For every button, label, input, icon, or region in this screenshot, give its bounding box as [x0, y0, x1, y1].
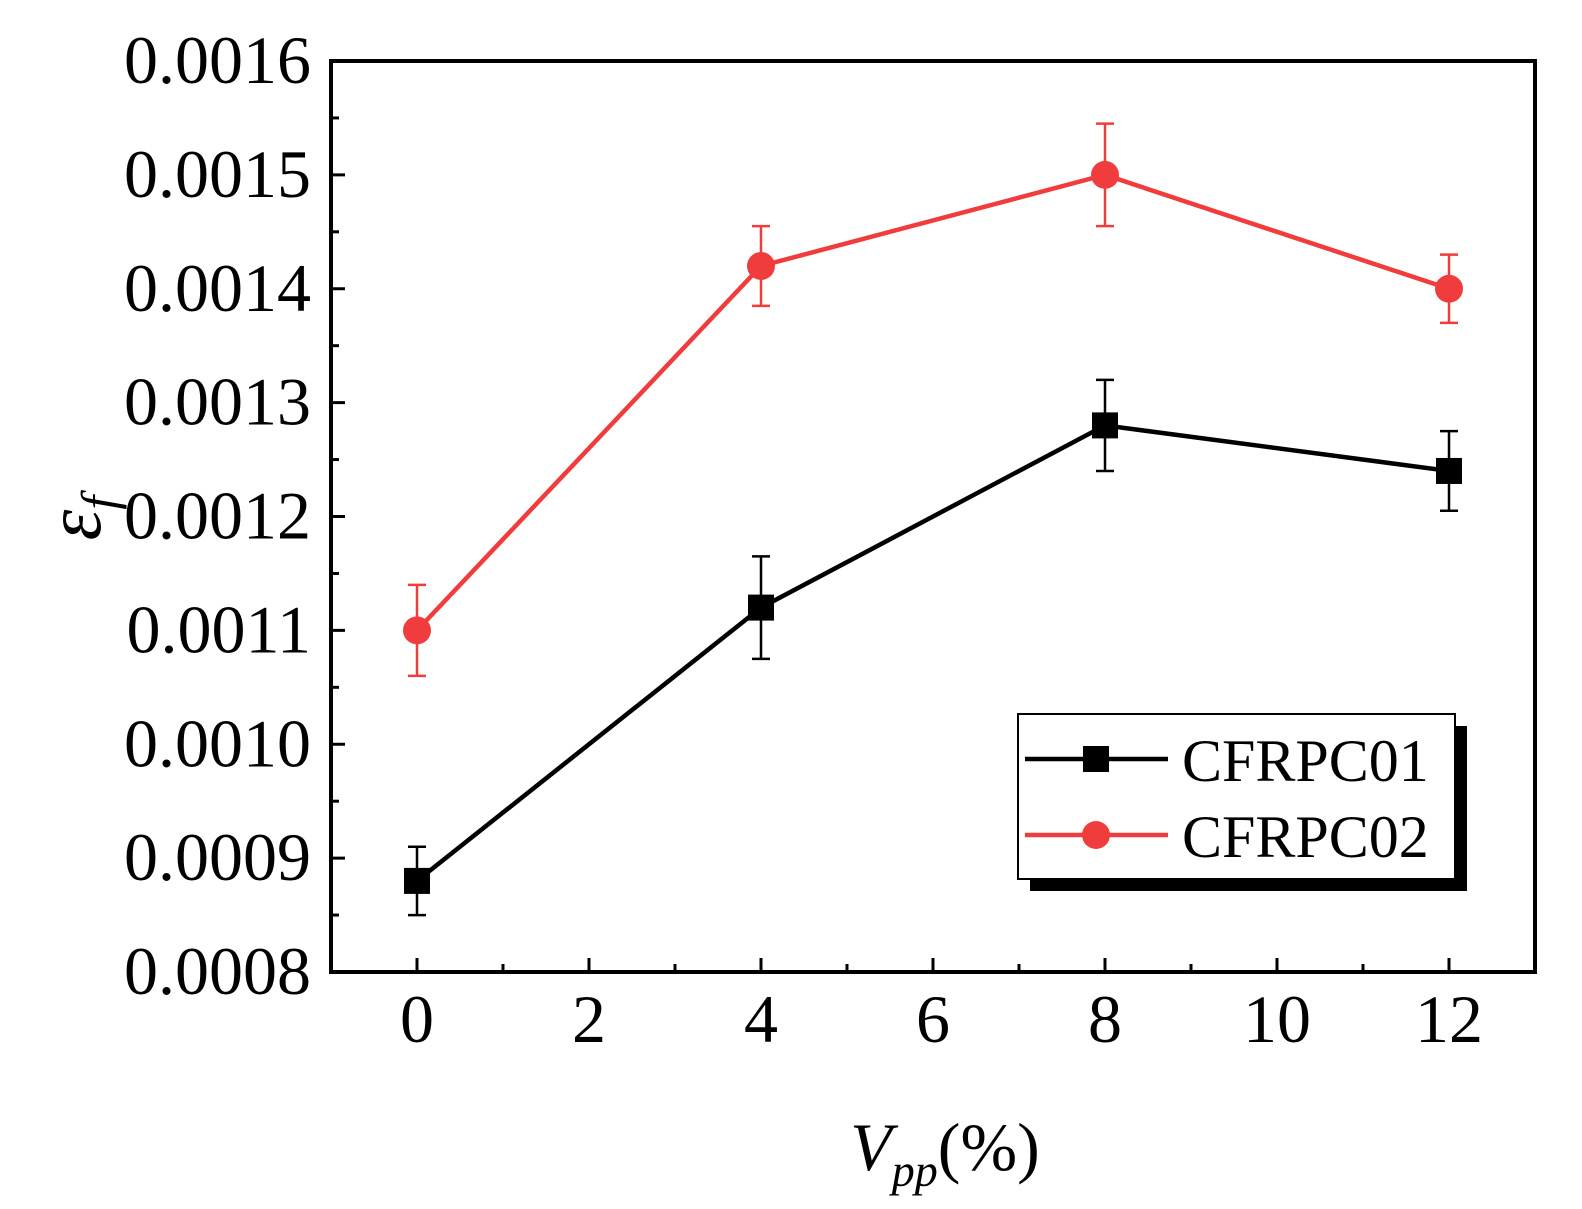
y-tick-label: 0.0011 — [127, 591, 311, 667]
y-tick-label: 0.0009 — [124, 819, 311, 895]
series-line-cfrpc01 — [415, 423, 1450, 883]
x-tick-label: 4 — [744, 981, 778, 1057]
y-axis: 0.0008 0.0009 0.0010 0.0011 0.0012 0.0013 0.00… — [124, 22, 345, 1009]
data-point — [1092, 412, 1118, 439]
x-tick-label: 10 — [1243, 981, 1311, 1057]
x-tick-label: 0 — [400, 981, 434, 1057]
legend-marker-cfrpc02 — [1082, 821, 1110, 849]
y-tick-label: 0.0013 — [124, 364, 311, 440]
series-cfrpc02 — [403, 122, 1463, 678]
x-axis: 0 2 4 6 8 10 12 — [400, 958, 1483, 1057]
y-tick-label: 0.0014 — [124, 250, 311, 326]
series-line-cfrpc02 — [415, 172, 1450, 632]
legend-box — [1017, 713, 1456, 880]
y-tick-label: 0.0016 — [124, 22, 311, 98]
x-tick-label: 8 — [1088, 981, 1122, 1057]
x-tick-label: 12 — [1415, 981, 1483, 1057]
x-axis-title: Vpp(%) — [850, 1109, 1039, 1196]
data-point — [748, 594, 774, 621]
legend-label-cfrpc02: CFRPC02 — [1182, 804, 1429, 870]
data-point — [747, 251, 775, 280]
data-point — [1436, 457, 1462, 484]
series-cfrpc01 — [404, 378, 1462, 917]
y-tick-label: 0.0012 — [124, 478, 311, 554]
data-point — [403, 616, 431, 645]
data-point — [404, 867, 430, 894]
data-point — [1435, 274, 1463, 303]
x-tick-label: 6 — [916, 981, 950, 1057]
y-tick-label: 0.0015 — [124, 136, 311, 212]
series-layer — [403, 122, 1463, 917]
x-tick-label: 2 — [572, 981, 606, 1057]
legend-label-cfrpc01: CFRPC01 — [1182, 728, 1429, 794]
data-point — [1091, 160, 1119, 189]
y-tick-label: 0.0010 — [124, 705, 311, 781]
legend-marker-cfrpc01 — [1083, 746, 1109, 772]
legend: CFRPC01 CFRPC02 — [1017, 713, 1467, 891]
y-tick-label: 0.0008 — [124, 933, 311, 1009]
legend-entry-cfrpc02: CFRPC02 — [1025, 804, 1429, 870]
legend-entry-cfrpc01: CFRPC01 — [1025, 728, 1429, 794]
